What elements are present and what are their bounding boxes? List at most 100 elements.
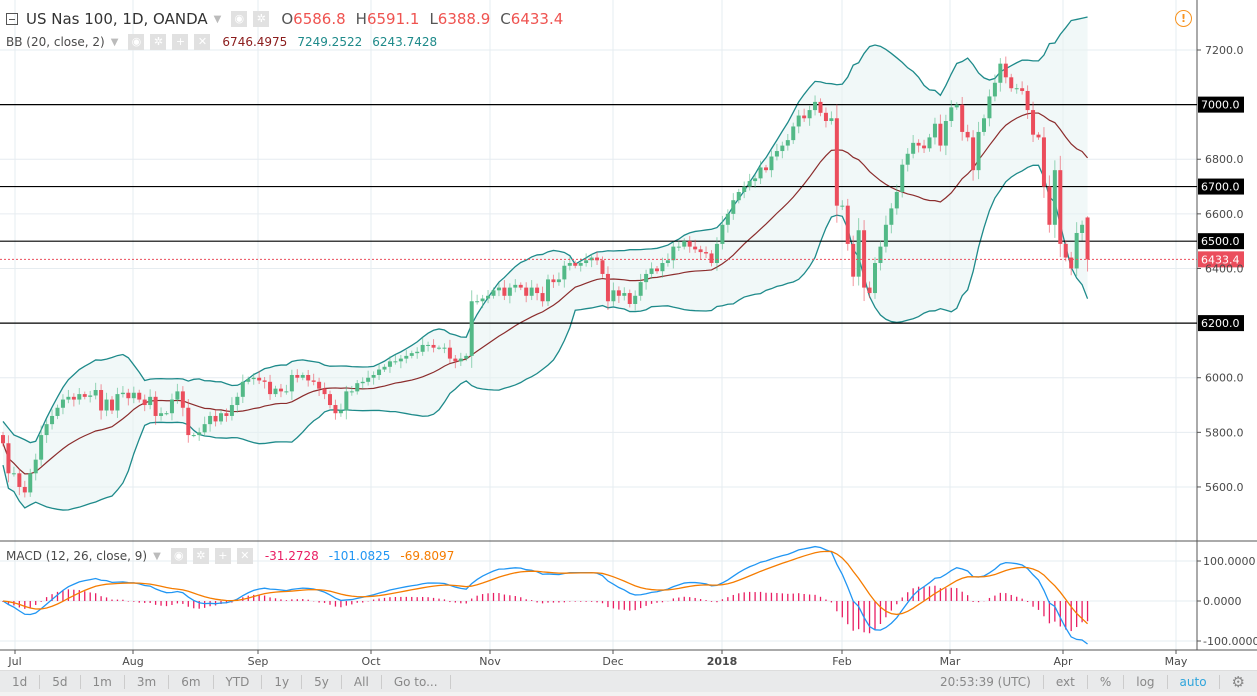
candle-body [1085,217,1090,260]
macd-label[interactable]: MACD (12, 26, close, 9) [6,549,148,563]
candle-body [774,151,779,157]
candle-body [387,361,392,367]
candle-body [213,415,218,422]
percent-toggle[interactable]: % [1088,675,1125,689]
chevron-down-icon[interactable]: ▼ [213,13,222,25]
candle-body [693,246,698,250]
candle-body [567,263,572,266]
warning-circle-icon[interactable]: ! [1175,10,1192,27]
candle-body [524,287,529,296]
candle-body [954,104,959,108]
candle-body [60,399,65,408]
price-tick-label: 5800.0 [1205,426,1244,439]
ohlc-low: L6388.9 [429,10,491,28]
candle-body [50,415,55,425]
candle-body [1020,88,1025,91]
candle-body [317,381,322,389]
range-5y[interactable]: 5y [302,675,342,689]
footer-strip [0,692,1257,696]
collapse-square-icon[interactable] [6,13,18,25]
candle-body [28,473,33,493]
ext-toggle[interactable]: ext [1044,675,1088,689]
goto-button[interactable]: Go to... [382,675,451,689]
price-tick-label: 6400.0 [1205,262,1244,275]
ohlc-open: O6586.8 [281,10,346,28]
candle-body [1063,243,1068,258]
candle-body [627,293,632,304]
candle-body [1036,134,1041,138]
candle-body [126,392,131,399]
candle-body [458,358,463,362]
candle-body [562,265,567,280]
candle-body [175,391,180,400]
candle-body [938,123,943,146]
range-1d[interactable]: 1d [0,675,41,689]
candle-body [949,107,954,122]
candle-body [142,399,147,406]
candle-body [6,443,11,474]
macd-tick-label: 100.0000 [1203,555,1256,568]
auto-toggle[interactable]: auto [1168,675,1220,689]
candle-body [55,407,60,416]
candle-body [159,413,164,416]
candle-body [813,101,818,111]
candle-body [137,392,142,400]
candle-body [115,394,120,411]
gear-icon[interactable]: ✲ [192,548,209,564]
candle-body [1080,224,1085,233]
candle-body [202,424,207,433]
level-price-label-bg [1198,315,1244,332]
bb-label[interactable]: BB (20, close, 2) [6,35,105,49]
plus-icon[interactable]: + [172,34,189,50]
range-6m[interactable]: 6m [169,675,214,689]
candle-body [186,407,191,436]
log-toggle[interactable]: log [1124,675,1168,689]
last-price-label-bg [1198,251,1244,268]
candle-body [99,390,104,411]
plus-icon[interactable]: + [214,548,231,564]
candle-body [758,167,763,179]
chart-canvas[interactable]: 7000.0 6700.0 6500.0 6200.0 6433.4 7200.0 6800… [0,0,1257,670]
candle-body [976,131,981,171]
candle-body [742,186,747,193]
bb-basis-value: 6746.4975 [222,35,288,49]
symbol-legend: US Nas 100, 1D, OANDA ▼ ◉ ✲ O6586.8 H659… [6,10,563,28]
candle-body [927,137,932,149]
candle-body [698,249,703,253]
price-tick-label: 7200.0 [1205,44,1244,57]
gear-icon[interactable]: ✲ [150,34,167,50]
chevron-down-icon[interactable]: ▼ [110,36,119,48]
candle-body [883,224,888,247]
candle-body [120,392,125,395]
range-all[interactable]: All [342,675,382,689]
time-tick-label: Jul [7,655,21,668]
price-tick-label: 6800.0 [1205,153,1244,166]
range-1m[interactable]: 1m [81,675,125,689]
candle-body [486,295,491,299]
candle-body [982,118,986,132]
candle-body [251,377,256,380]
candle-body [268,381,273,395]
gear-icon[interactable]: ⚙ [1231,673,1245,691]
gear-icon[interactable]: ✲ [253,11,270,27]
eye-icon[interactable]: ◉ [231,11,248,27]
eye-icon[interactable]: ◉ [170,548,187,564]
time-tick-label: Aug [122,655,143,668]
chevron-down-icon[interactable]: ▼ [153,550,161,562]
candle-body [333,405,338,414]
close-icon[interactable]: ✕ [236,548,253,564]
candle-body [131,392,136,399]
symbol-title[interactable]: US Nas 100, 1D, OANDA [26,10,208,28]
eye-icon[interactable]: ◉ [128,34,145,50]
candle-body [229,405,234,416]
candle-body [224,413,229,416]
candle-body [496,287,501,291]
price-tick-label: 6000.0 [1205,372,1244,385]
close-icon[interactable]: ✕ [194,34,211,50]
candle-body [1003,63,1008,78]
range-1y[interactable]: 1y [262,675,303,689]
range-3m[interactable]: 3m [125,675,170,689]
range-5d[interactable]: 5d [40,675,81,689]
range-ytd[interactable]: YTD [214,675,263,689]
candle-body [1047,186,1052,225]
